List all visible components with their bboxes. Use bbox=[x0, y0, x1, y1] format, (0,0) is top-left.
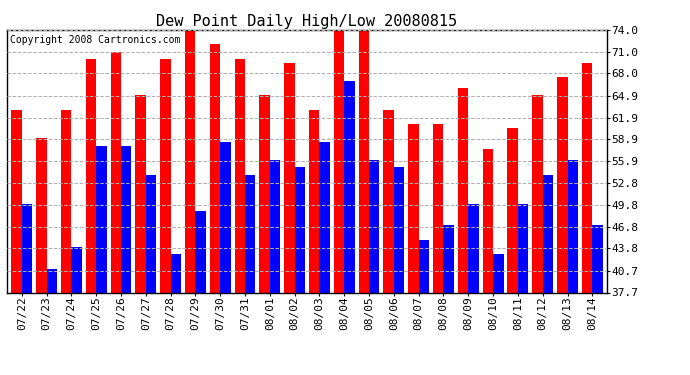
Bar bbox=[61, 110, 71, 292]
Title: Dew Point Daily High/Low 20080815: Dew Point Daily High/Low 20080815 bbox=[157, 14, 457, 29]
Bar bbox=[284, 63, 295, 292]
Bar bbox=[121, 146, 131, 292]
Bar bbox=[11, 110, 22, 292]
Bar bbox=[220, 142, 230, 292]
Bar bbox=[22, 204, 32, 292]
Bar bbox=[394, 167, 404, 292]
Text: Copyright 2008 Cartronics.com: Copyright 2008 Cartronics.com bbox=[10, 35, 180, 45]
Bar bbox=[444, 225, 454, 292]
Bar bbox=[195, 211, 206, 292]
Bar bbox=[419, 240, 429, 292]
Bar bbox=[359, 30, 369, 292]
Bar bbox=[185, 23, 195, 293]
Bar bbox=[110, 52, 121, 292]
Bar bbox=[592, 225, 603, 292]
Bar bbox=[582, 63, 592, 292]
Bar bbox=[493, 254, 504, 292]
Bar bbox=[135, 95, 146, 292]
Bar bbox=[36, 138, 47, 292]
Bar bbox=[146, 175, 156, 292]
Bar bbox=[71, 247, 82, 292]
Bar bbox=[259, 95, 270, 292]
Bar bbox=[433, 124, 444, 292]
Bar bbox=[309, 110, 319, 292]
Bar bbox=[518, 204, 529, 292]
Bar bbox=[334, 30, 344, 292]
Bar bbox=[96, 146, 107, 292]
Bar bbox=[235, 59, 245, 292]
Bar bbox=[543, 175, 553, 292]
Bar bbox=[47, 268, 57, 292]
Bar bbox=[295, 167, 305, 292]
Bar bbox=[408, 124, 419, 292]
Bar bbox=[86, 59, 96, 292]
Bar bbox=[567, 160, 578, 292]
Bar bbox=[532, 95, 543, 292]
Bar bbox=[507, 128, 518, 292]
Bar bbox=[245, 175, 255, 292]
Bar bbox=[160, 59, 170, 292]
Bar bbox=[458, 88, 469, 292]
Bar bbox=[469, 204, 479, 292]
Bar bbox=[170, 254, 181, 292]
Bar bbox=[369, 160, 380, 292]
Bar bbox=[210, 45, 220, 292]
Bar bbox=[270, 160, 280, 292]
Bar bbox=[483, 149, 493, 292]
Bar bbox=[344, 81, 355, 292]
Bar bbox=[557, 77, 567, 292]
Bar bbox=[319, 142, 330, 292]
Bar bbox=[384, 110, 394, 292]
